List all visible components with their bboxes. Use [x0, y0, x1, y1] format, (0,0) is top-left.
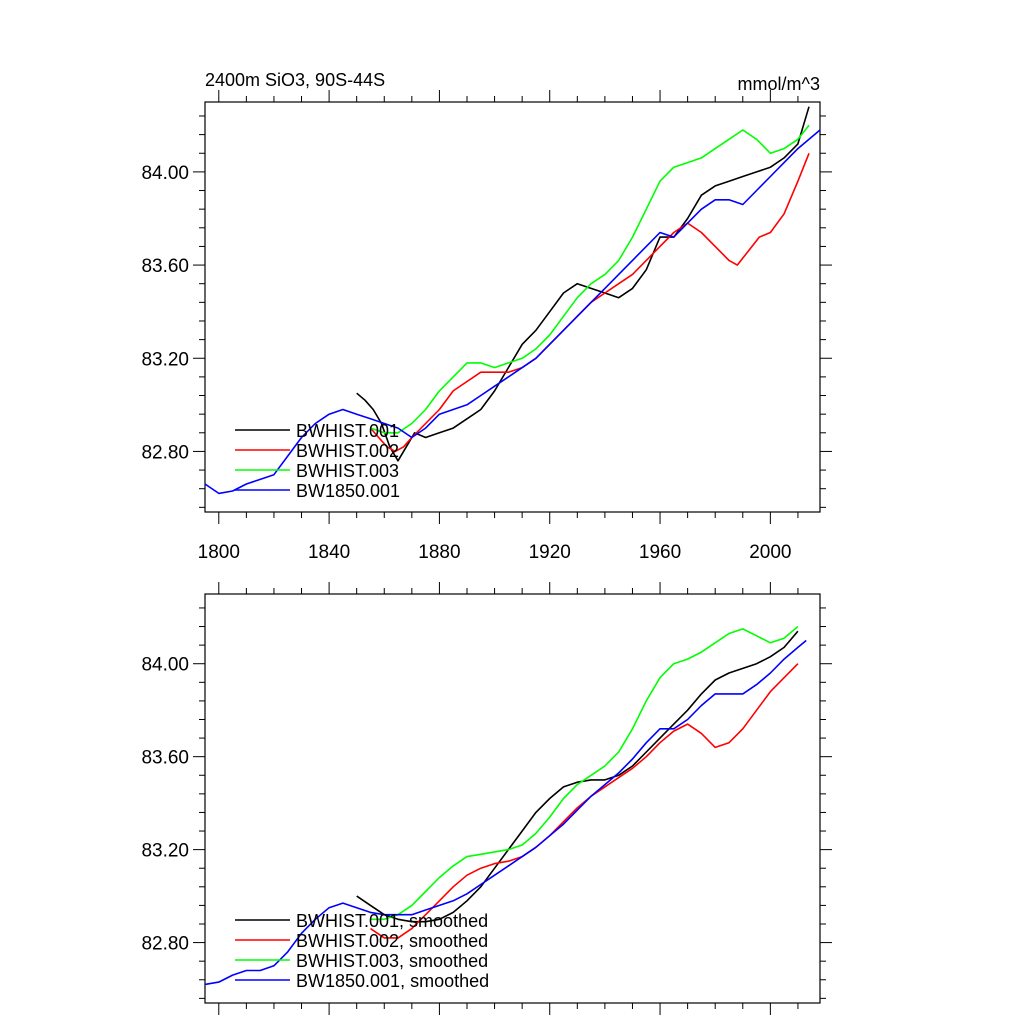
series-line-bwhist-003-smoothed: [370, 625, 799, 921]
x-tick-label: 1960: [639, 542, 681, 563]
legend-label: BWHIST.001, smoothed: [296, 911, 488, 931]
y-tick-label: 82.80: [141, 934, 189, 955]
chart-title: 2400m SiO3, 90S-44S: [205, 70, 385, 90]
x-tick-label: 1840: [308, 542, 350, 563]
series-line-bwhist-001-smoothed: [356, 630, 799, 923]
legend-label: BW1850.001: [296, 481, 400, 501]
top-panel: 82.80 83.20 83.60 84.00 1800 1840 1880 1920 1960…: [141, 70, 832, 563]
units-label: mmol/m^3: [738, 74, 820, 94]
series-line-bwhist-001: [356, 106, 810, 462]
y-tick-label: 82.80: [141, 442, 189, 463]
series-line-bwhist-002-smoothed: [370, 663, 799, 939]
x-tick-label: 1800: [198, 542, 240, 563]
legend-label: BWHIST.003, smoothed: [296, 951, 488, 971]
y-tick-label: 84.00: [141, 655, 189, 676]
legend-label: BW1850.001, smoothed: [296, 971, 489, 991]
legend-label: BWHIST.002, smoothed: [296, 931, 488, 951]
y-tick-label: 83.60: [141, 256, 189, 277]
legend-label: BWHIST.001: [296, 421, 399, 441]
series-line-bwhist-002: [369, 153, 810, 453]
y-tick-label: 83.60: [141, 748, 189, 769]
x-tick-label: 2000: [749, 542, 791, 563]
series-line-bwhist-003: [370, 124, 810, 434]
x-tick-label: 1920: [529, 542, 571, 563]
series-line-bw1850-001-smoothed: [204, 639, 807, 986]
y-tick-label: 83.20: [141, 349, 189, 370]
legend-label: BWHIST.002: [296, 441, 399, 461]
legend-label: BWHIST.003: [296, 461, 399, 481]
y-tick-label: 83.20: [141, 841, 189, 862]
bottom-panel: 82.80 83.20 83.60 84.00 BWHIST.001, smoothed…: [141, 582, 832, 1015]
plot-frame: [204, 101, 821, 513]
y-tick-label: 84.00: [141, 163, 189, 184]
x-tick-label: 1880: [418, 542, 460, 563]
series-line-bw1850-001: [204, 129, 821, 495]
plot-frame: [204, 593, 821, 1004]
